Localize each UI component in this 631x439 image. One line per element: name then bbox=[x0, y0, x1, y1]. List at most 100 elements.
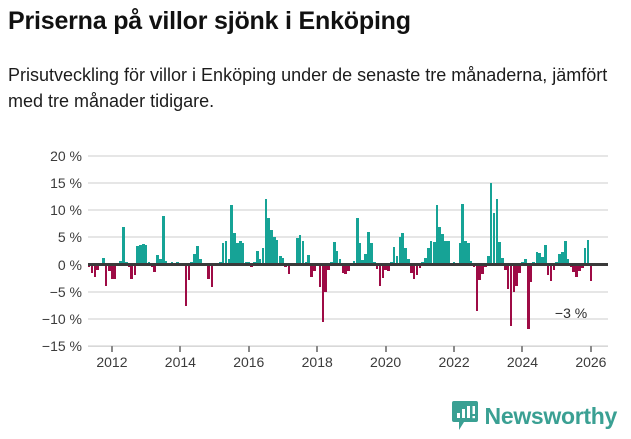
chart-bar[interactable] bbox=[552, 264, 556, 270]
chart-bar[interactable] bbox=[207, 264, 211, 279]
chart-bar[interactable] bbox=[446, 241, 450, 265]
chart-bar[interactable] bbox=[572, 264, 576, 272]
chart-bar[interactable] bbox=[583, 248, 587, 265]
chart-bar[interactable] bbox=[506, 264, 510, 289]
chart-bar[interactable] bbox=[184, 264, 188, 306]
chart-bar[interactable] bbox=[318, 264, 322, 288]
chart-bar[interactable] bbox=[96, 264, 99, 270]
chart-bar[interactable] bbox=[119, 261, 122, 265]
chart-bar[interactable] bbox=[227, 259, 231, 265]
chart-bar[interactable] bbox=[358, 242, 362, 265]
chart-bar[interactable] bbox=[121, 226, 125, 265]
chart-bar[interactable] bbox=[381, 264, 385, 279]
chart-bar[interactable] bbox=[144, 245, 148, 265]
chart-bar[interactable] bbox=[161, 215, 165, 265]
chart-bar[interactable] bbox=[338, 259, 342, 265]
chart-bar[interactable] bbox=[444, 240, 447, 265]
chart-bar[interactable] bbox=[270, 229, 273, 265]
chart-bar[interactable] bbox=[333, 241, 336, 265]
chart-bar[interactable] bbox=[273, 237, 276, 265]
chart-bar[interactable] bbox=[301, 241, 305, 265]
chart-bar[interactable] bbox=[429, 240, 433, 265]
chart-bar[interactable] bbox=[478, 264, 481, 281]
chart-bar[interactable] bbox=[481, 264, 484, 275]
chart-bar[interactable] bbox=[281, 258, 285, 265]
chart-bar[interactable] bbox=[344, 264, 347, 275]
chart-bar[interactable] bbox=[486, 256, 490, 265]
chart-bar[interactable] bbox=[110, 264, 114, 280]
chart-bar[interactable] bbox=[435, 205, 439, 265]
chart-bar[interactable] bbox=[298, 235, 302, 265]
chart-bar[interactable] bbox=[492, 213, 496, 265]
chart-bar[interactable] bbox=[236, 243, 239, 265]
chart-bar[interactable] bbox=[327, 264, 330, 270]
chart-bar[interactable] bbox=[561, 252, 564, 265]
chart-bar[interactable] bbox=[193, 253, 197, 265]
chart-bar[interactable] bbox=[367, 232, 370, 265]
chart-bar[interactable] bbox=[401, 233, 405, 265]
chart-bar[interactable] bbox=[375, 264, 379, 270]
chart-bar[interactable] bbox=[264, 198, 268, 265]
chart-bar[interactable] bbox=[546, 264, 550, 276]
chart-bar[interactable] bbox=[256, 251, 259, 265]
chart-bar[interactable] bbox=[324, 264, 328, 292]
chart-bar[interactable] bbox=[142, 243, 145, 265]
chart-bar[interactable] bbox=[409, 264, 413, 273]
chart-bar[interactable] bbox=[335, 251, 339, 265]
chart-bar[interactable] bbox=[238, 241, 242, 265]
chart-bar[interactable] bbox=[504, 264, 507, 270]
chart-bar[interactable] bbox=[495, 199, 499, 265]
chart-bar[interactable] bbox=[461, 203, 464, 265]
chart-bar[interactable] bbox=[258, 258, 262, 265]
chart-bar[interactable] bbox=[313, 264, 316, 271]
chart-bar[interactable] bbox=[398, 237, 402, 265]
chart-bar[interactable] bbox=[164, 261, 168, 265]
chart-bar[interactable] bbox=[196, 246, 199, 265]
chart-bar[interactable] bbox=[387, 264, 390, 272]
chart-bar[interactable] bbox=[224, 241, 228, 265]
chart-bar[interactable] bbox=[395, 256, 399, 265]
chart-bar[interactable] bbox=[549, 264, 553, 282]
chart-bar[interactable] bbox=[392, 246, 396, 265]
chart-bar[interactable] bbox=[159, 259, 162, 265]
chart-bar[interactable] bbox=[407, 259, 410, 265]
chart-bar[interactable] bbox=[538, 252, 541, 265]
chart-bar[interactable] bbox=[361, 260, 364, 265]
chart-bar[interactable] bbox=[221, 242, 225, 265]
chart-bar[interactable] bbox=[210, 264, 214, 288]
chart-bar[interactable] bbox=[107, 264, 111, 272]
chart-bar[interactable] bbox=[586, 240, 590, 265]
chart-bar[interactable] bbox=[578, 264, 581, 271]
chart-bar[interactable] bbox=[347, 264, 350, 271]
chart-bar[interactable] bbox=[130, 264, 134, 280]
chart-bar[interactable] bbox=[278, 255, 282, 265]
chart-bar[interactable] bbox=[310, 264, 313, 278]
chart-bar[interactable] bbox=[139, 245, 142, 265]
chart-bar[interactable] bbox=[498, 241, 501, 265]
chart-bar[interactable] bbox=[544, 245, 547, 265]
chart-bar[interactable] bbox=[563, 241, 567, 265]
chart-bar[interactable] bbox=[187, 264, 191, 281]
chart-bar[interactable] bbox=[475, 264, 479, 311]
chart-bar[interactable] bbox=[104, 264, 108, 286]
chart-bar[interactable] bbox=[489, 183, 493, 265]
chart-bar[interactable] bbox=[198, 259, 202, 265]
chart-bar[interactable] bbox=[464, 241, 467, 265]
chart-bar[interactable] bbox=[432, 242, 436, 265]
chart-bar[interactable] bbox=[558, 253, 561, 265]
chart-bar[interactable] bbox=[501, 258, 504, 265]
chart-bar[interactable] bbox=[412, 264, 416, 280]
chart-bar[interactable] bbox=[378, 264, 382, 287]
chart-bar[interactable] bbox=[529, 264, 533, 282]
chart-bar[interactable] bbox=[509, 264, 513, 327]
chart-bar[interactable] bbox=[415, 264, 419, 276]
chart-bar[interactable] bbox=[233, 233, 236, 265]
chart-bar[interactable] bbox=[369, 242, 373, 265]
chart-bar[interactable] bbox=[404, 248, 407, 265]
chart-bar[interactable] bbox=[352, 261, 356, 265]
chart-bar[interactable] bbox=[541, 256, 544, 265]
chart-bar[interactable] bbox=[296, 237, 299, 265]
chart-bar[interactable] bbox=[153, 264, 156, 272]
chart-bar[interactable] bbox=[384, 264, 387, 270]
chart-bar[interactable] bbox=[518, 264, 522, 273]
